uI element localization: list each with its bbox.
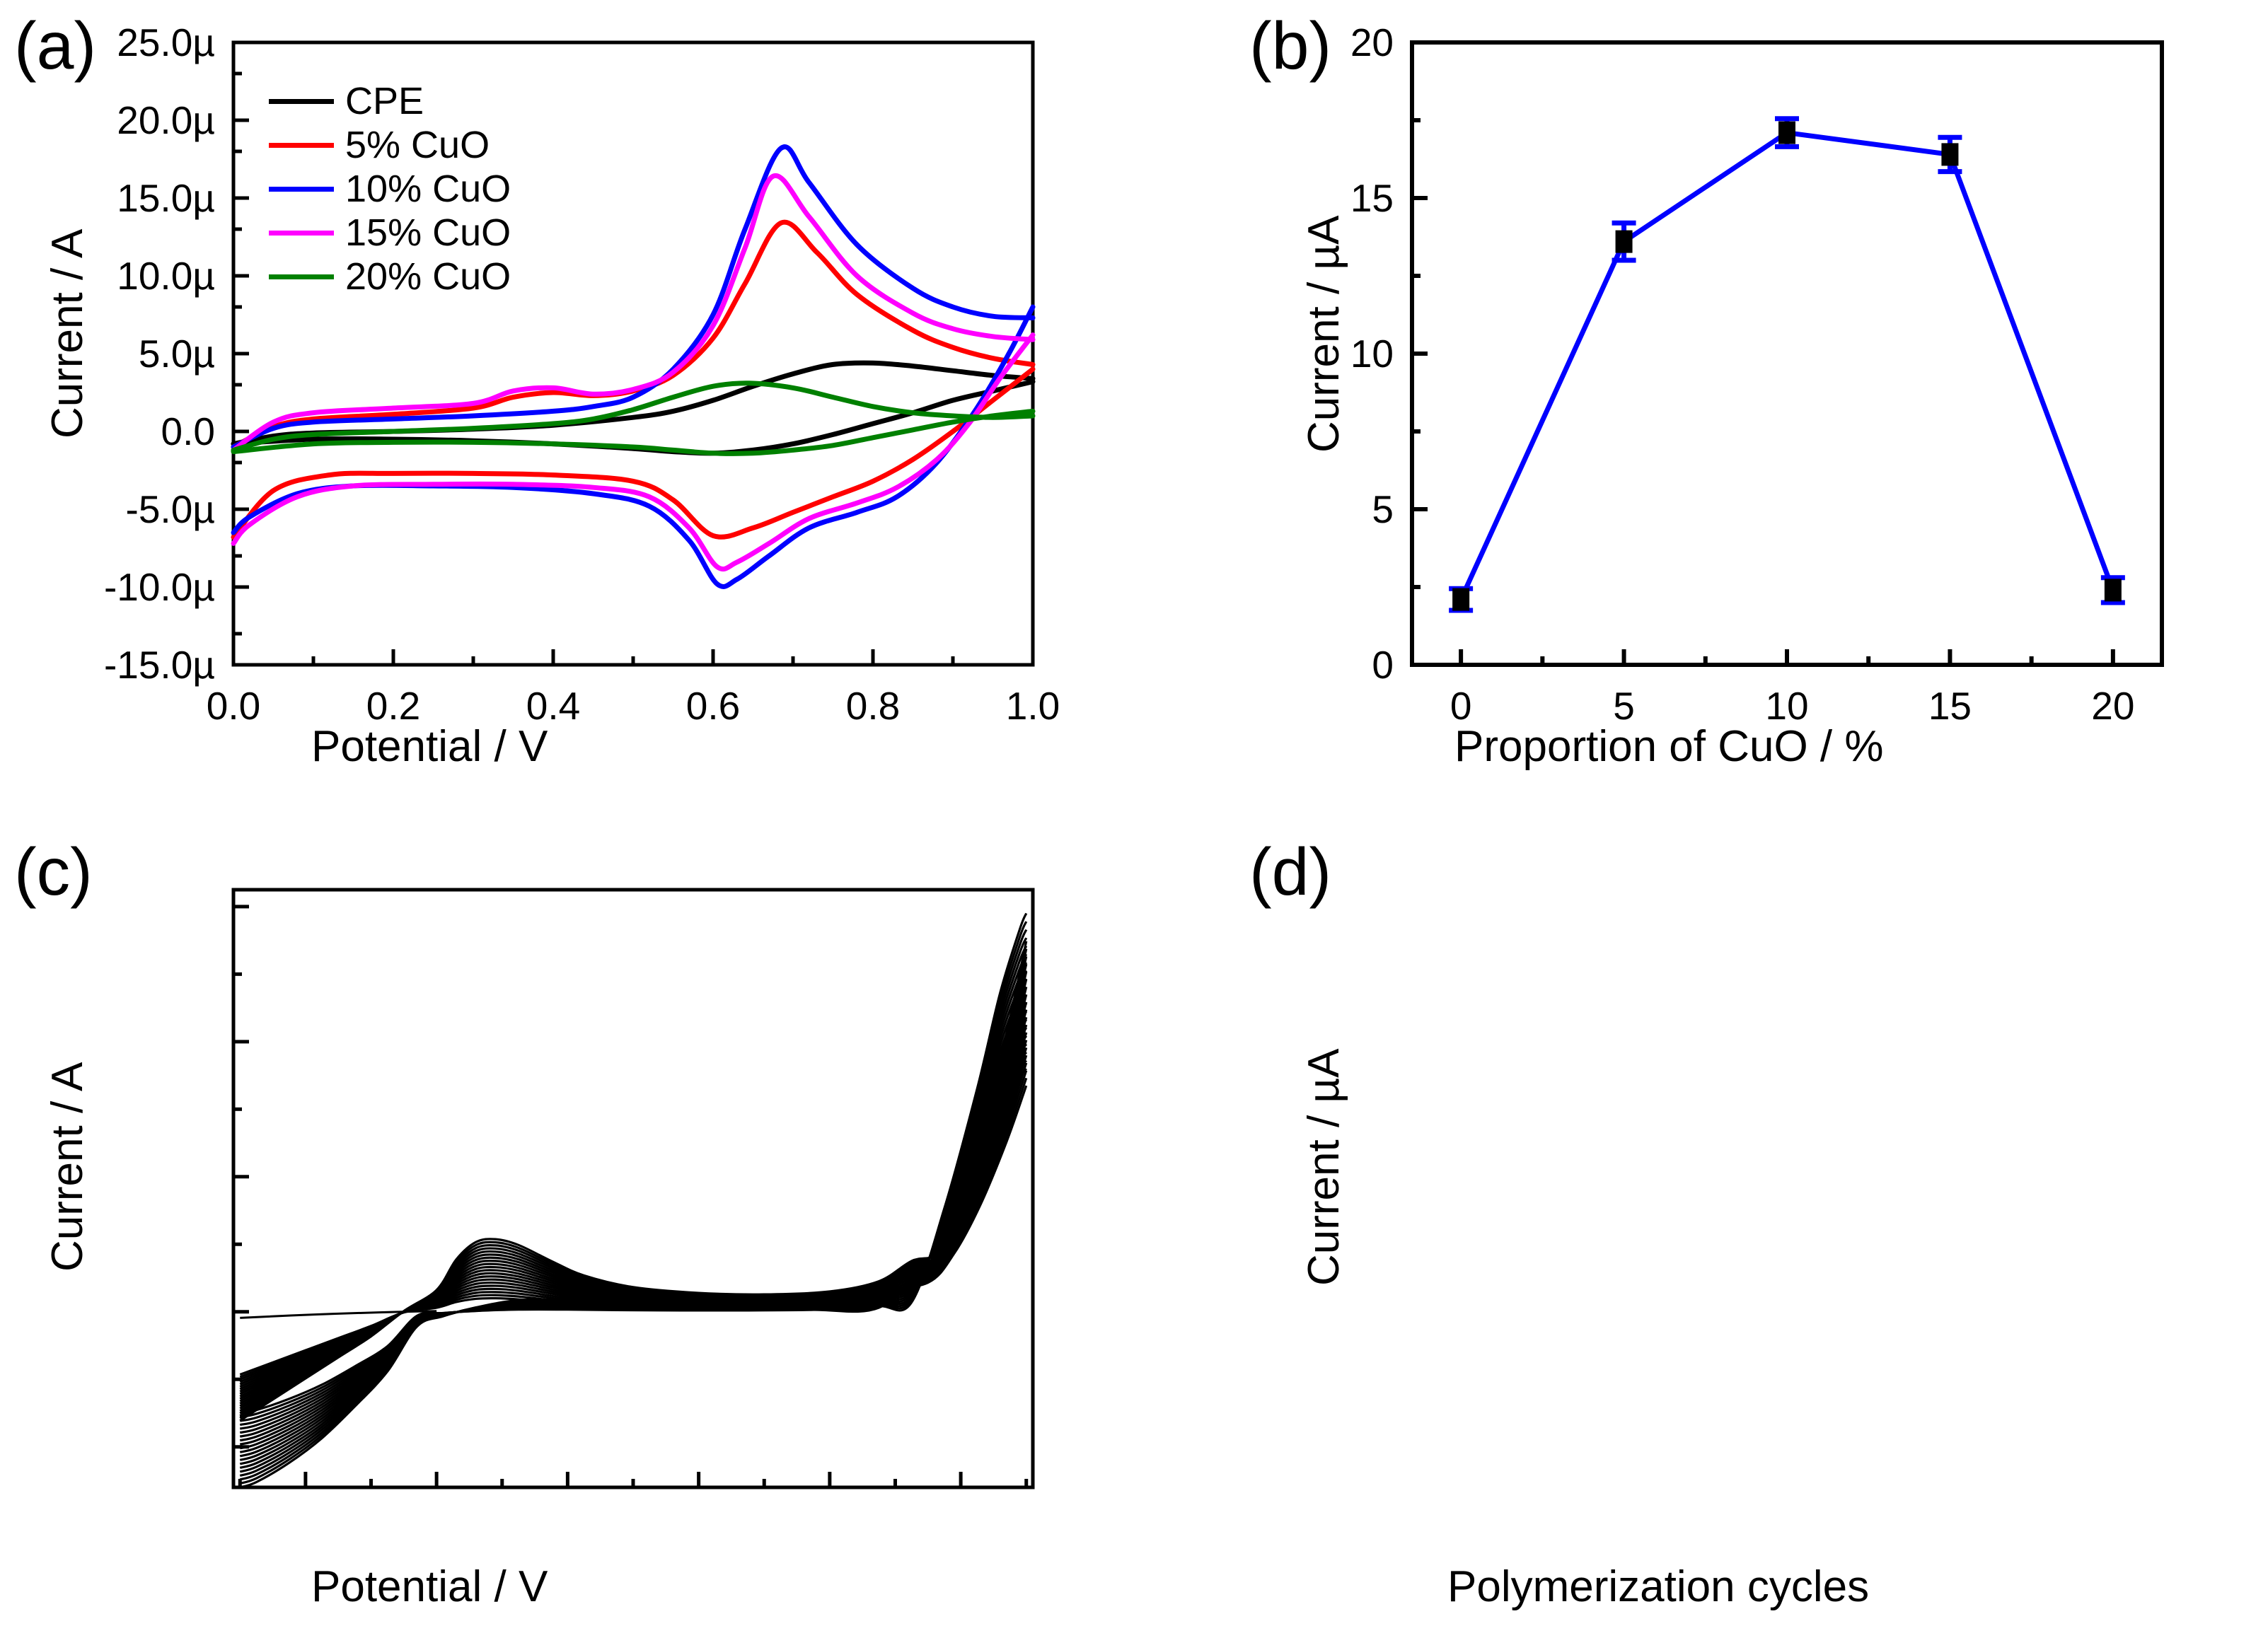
legend-swatch-cuo15 [269,230,334,236]
panel-d-ylabel: Current / µA [1300,1048,1348,1286]
legend-item-cuo10: 10% CuO [269,167,511,211]
legend-label-cpe: CPE [345,80,424,122]
y-tick-label: 15 [1350,176,1394,220]
y-tick-label: 5 [1372,487,1394,531]
x-tick-label: 15 [1928,684,1972,728]
cv-curve-5cuo [231,219,1036,540]
legend-item-cuo15: 15% CuO [269,211,511,255]
x-tick-label: 20 [2091,684,2135,728]
panel-a-ylabel: Current / A [43,228,92,438]
y-tick-label: 15.0µ [117,176,215,220]
panel-c-xlabel: Potential / V [311,1562,548,1611]
y-tick-label: 20 [1350,21,1394,64]
y-tick-label: 25.0µ [117,21,215,64]
x-tick-label: 0.6 [685,684,741,728]
x-tick-label: 0.2 [366,684,421,728]
x-tick-label: 0.0 [206,684,261,728]
panel-c-plot [231,888,1035,1489]
x-tick-label: 10 [1765,684,1809,728]
y-tick-label: -10.0µ [103,565,215,609]
panel-b-tag: (b) [1249,8,1332,83]
y-tick-label: 20.0µ [117,98,215,142]
x-tick-label: 5 [1613,684,1635,728]
panel-a-legend: CPE 5% CuO 10% CuO 15% CuO 20% CuO [269,79,511,298]
legend-item-cpe: CPE [269,79,511,123]
panel-d-tag: (d) [1249,835,1332,910]
panel-b-ylabel: Current / µA [1300,215,1348,453]
legend-swatch-cpe [269,98,334,104]
legend-swatch-cuo10 [269,186,334,192]
panel-d-xlabel: Polymerization cycles [1447,1562,1870,1611]
panel-b-plot [1410,40,2164,667]
panel-b: (b) Proportion of CuO / % Current / µA 0… [1136,0,2268,819]
legend-item-cuo5: 5% CuO [269,123,511,167]
x-tick-label: 0 [1450,684,1472,728]
panel-c-ylabel: Current / A [43,1062,92,1272]
panel-d: (d) Polymerization cycles Current / µA [1136,819,2268,1638]
panel-c-tag: (c) [14,835,93,910]
y-tick-label: 0.0 [161,410,215,453]
legend-label-cuo5: 5% CuO [345,124,490,166]
panel-c: (c) Potential / V Current / A [0,819,1132,1638]
y-tick-label: -5.0µ [125,487,215,531]
data-point [1775,116,1799,149]
legend-item-cuo20: 20% CuO [269,255,511,298]
data-point [1449,586,1474,613]
legend-swatch-cuo5 [269,142,334,148]
data-point [1612,220,1636,263]
x-tick-label: 1.0 [1005,684,1060,728]
x-tick-label: 0.8 [845,684,901,728]
panel-a-xlabel: Potential / V [311,722,548,771]
y-tick-label: 10 [1350,332,1394,376]
y-tick-label: 5.0µ [138,332,215,376]
panel-a: (a) Potential / V Current / A CPE 5% CuO… [0,0,1132,819]
y-tick-label: 10.0µ [117,254,215,298]
series-line [1458,129,2116,601]
y-tick-label: 0 [1372,643,1394,687]
panel-b-xlabel: Proportion of CuO / % [1454,722,1884,771]
legend-swatch-cuo20 [269,274,334,279]
data-point [2100,575,2125,605]
cv-cycle-stack [239,912,1028,1489]
legend-label-cuo20: 20% CuO [345,255,511,298]
y-tick-label: -15.0µ [103,643,215,687]
legend-label-cuo15: 15% CuO [345,211,511,254]
panel-a-plot [231,40,1036,667]
legend-label-cuo10: 10% CuO [345,168,511,210]
x-tick-label: 0.4 [526,684,581,728]
cv-curve-15cuo [231,173,1036,572]
cv-curve-20cuo [231,381,1036,456]
data-point [1938,134,1962,175]
panel-a-tag: (a) [14,8,97,83]
